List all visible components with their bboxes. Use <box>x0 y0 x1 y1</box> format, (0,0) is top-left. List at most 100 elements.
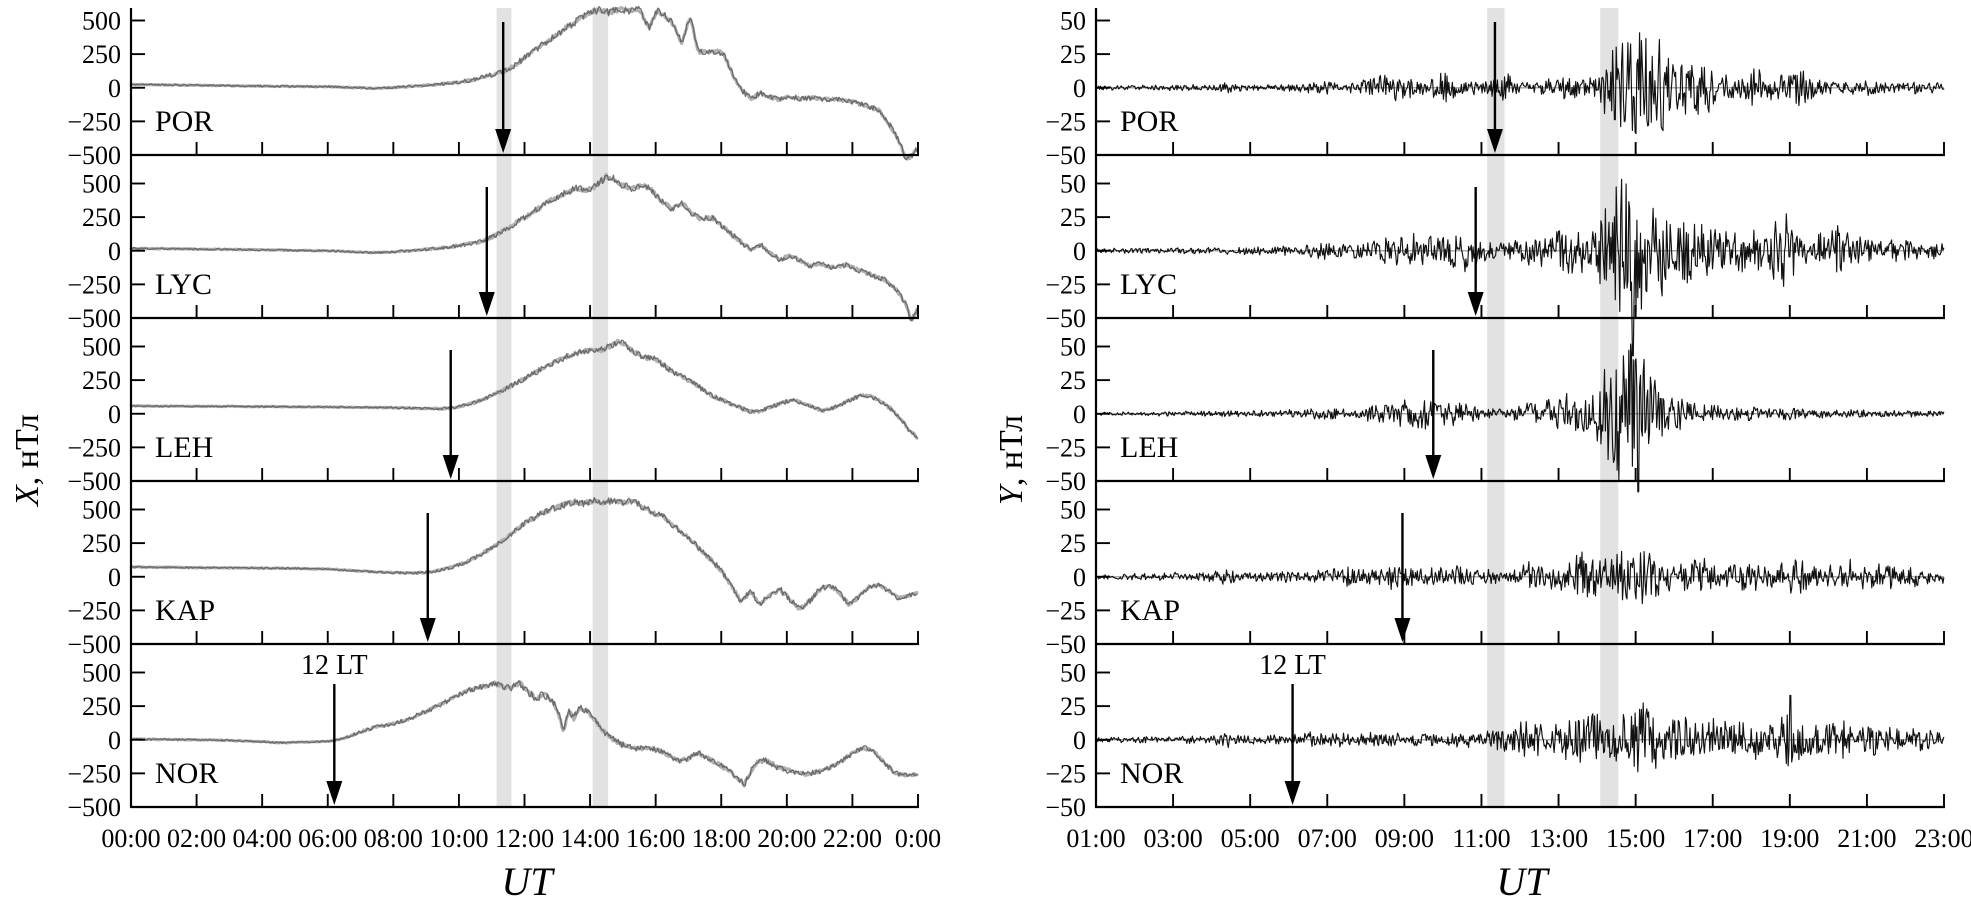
y-tick-label: 50 <box>1060 496 1086 525</box>
component-unit: , нТл <box>993 414 1030 487</box>
event-shade-band <box>592 8 609 807</box>
y-tick-label: −250 <box>67 107 121 136</box>
magnetogram-trace-detail <box>130 339 918 439</box>
x-axis-title-left: UT <box>501 859 553 904</box>
station-label: LYC <box>155 268 212 301</box>
y-tick-label: −25 <box>1045 107 1086 136</box>
y-tick-label: 500 <box>82 659 121 688</box>
y-tick-label: 250 <box>82 40 121 69</box>
y-tick-label: 50 <box>1060 333 1086 362</box>
noon-annotation: 12 LT <box>301 650 368 681</box>
magnetogram-trace-detail <box>130 174 918 321</box>
x-tick-label: 20:00 <box>757 824 816 853</box>
y-tick-label: 250 <box>82 203 121 232</box>
panel-NOR-X: 500 250 0 −250 −500 NOR 12 LT <box>67 644 919 822</box>
noon-arrow-head <box>326 781 343 805</box>
magnetogram-trace <box>129 6 919 161</box>
station-label: KAP <box>1120 594 1180 627</box>
y-tick-label: 0 <box>1073 74 1086 103</box>
column-Y: 50 25 0 −25 −50 POR 50 25 0 −25 −50 LYC 50 25 0 −25 −50 L… <box>1045 7 1971 854</box>
magnetogram-trace <box>129 498 919 611</box>
y-tick-label: 0 <box>108 726 121 755</box>
magnetogram-trace <box>1095 550 1945 605</box>
noon-arrow-head <box>1425 455 1442 479</box>
station-label: LYC <box>1120 268 1177 301</box>
component-letter-x: X <box>9 485 46 507</box>
x-tick-label: 0:00 <box>895 824 941 853</box>
x-tick-label: 17:00 <box>1683 824 1742 853</box>
local-noon-arrow <box>1425 350 1442 479</box>
station-label: LEH <box>155 431 213 464</box>
magnetogram-trace-detail <box>130 497 918 610</box>
component-letter-y: Y <box>993 486 1030 506</box>
y-tick-label: −500 <box>67 141 121 170</box>
y-tick-label: 0 <box>1073 563 1086 592</box>
y-tick-label: −250 <box>67 270 121 299</box>
panel-LYC-X: 500 250 0 −250 −500 LYC <box>67 155 919 333</box>
x-tick-label: 15:00 <box>1606 824 1665 853</box>
y-tick-label: −50 <box>1045 793 1086 822</box>
noon-annotation: 12 LT <box>1259 650 1326 681</box>
event-shade-band <box>1487 8 1505 807</box>
panel-KAP-X: 500 250 0 −250 −500 KAP <box>67 481 919 659</box>
x-tick-label: 04:00 <box>233 824 292 853</box>
y-axis-title-y-component: Y, нТл <box>993 415 1031 505</box>
magnetogram-trace <box>129 338 919 440</box>
y-tick-label: −25 <box>1045 270 1086 299</box>
y-tick-label: −25 <box>1045 433 1086 462</box>
station-label: POR <box>155 105 213 138</box>
y-tick-label: 50 <box>1060 170 1086 199</box>
y-tick-label: −50 <box>1045 304 1086 333</box>
y-tick-label: −250 <box>67 433 121 462</box>
y-tick-label: 0 <box>1073 237 1086 266</box>
x-tick-label: 05:00 <box>1221 824 1280 853</box>
event-shade-band <box>496 8 512 807</box>
x-tick-label: 14:00 <box>560 824 619 853</box>
x-tick-label: 22:00 <box>823 824 882 853</box>
y-tick-label: 0 <box>1073 400 1086 429</box>
x-tick-label: 16:00 <box>626 824 685 853</box>
station-label: POR <box>1120 105 1178 138</box>
y-tick-label: −50 <box>1045 467 1086 496</box>
y-tick-label: −500 <box>67 467 121 496</box>
noon-arrow-head <box>1284 781 1301 805</box>
noon-arrow-head <box>1467 292 1484 316</box>
magnetogram-trace <box>1095 178 1945 357</box>
y-tick-label: 250 <box>82 692 121 721</box>
x-axis-title-right: UT <box>1496 859 1548 904</box>
x-tick-label: 21:00 <box>1837 824 1896 853</box>
noon-arrow-head <box>1486 129 1503 153</box>
local-noon-arrow <box>442 350 459 479</box>
y-tick-label: 50 <box>1060 7 1086 36</box>
y-tick-label: 500 <box>82 333 121 362</box>
local-noon-arrow <box>1467 187 1484 316</box>
y-tick-label: 0 <box>108 563 121 592</box>
y-tick-label: 0 <box>108 400 121 429</box>
station-label: KAP <box>155 594 215 627</box>
noon-arrow-head <box>442 455 459 479</box>
noon-arrow-head <box>419 618 436 642</box>
panel-LEH-X: 500 250 0 −250 −500 LEH <box>67 318 919 496</box>
component-unit: , нТл <box>9 413 46 486</box>
panel-LYC-Y: 50 25 0 −25 −50 LYC <box>1045 155 1945 357</box>
station-label: LEH <box>1120 431 1178 464</box>
y-tick-label: 50 <box>1060 659 1086 688</box>
local-noon-arrow <box>478 187 495 316</box>
local-noon-arrow <box>495 22 512 153</box>
magnetogram-trace <box>1095 343 1945 493</box>
y-tick-label: −50 <box>1045 630 1086 659</box>
magnetogram-trace <box>129 172 919 322</box>
y-tick-label: 25 <box>1060 692 1086 721</box>
noon-arrow-head <box>495 129 512 153</box>
x-tick-label: 19:00 <box>1760 824 1819 853</box>
x-tick-label: 02:00 <box>167 824 226 853</box>
x-tick-label: 06:00 <box>298 824 357 853</box>
x-tick-label: 11:00 <box>1452 824 1510 853</box>
y-tick-label: 25 <box>1060 529 1086 558</box>
y-tick-label: −250 <box>67 596 121 625</box>
y-tick-label: 500 <box>82 7 121 36</box>
magnetogram-trace <box>1095 32 1945 135</box>
x-tick-label: 23:00 <box>1914 824 1971 853</box>
x-tick-label: 18:00 <box>692 824 751 853</box>
